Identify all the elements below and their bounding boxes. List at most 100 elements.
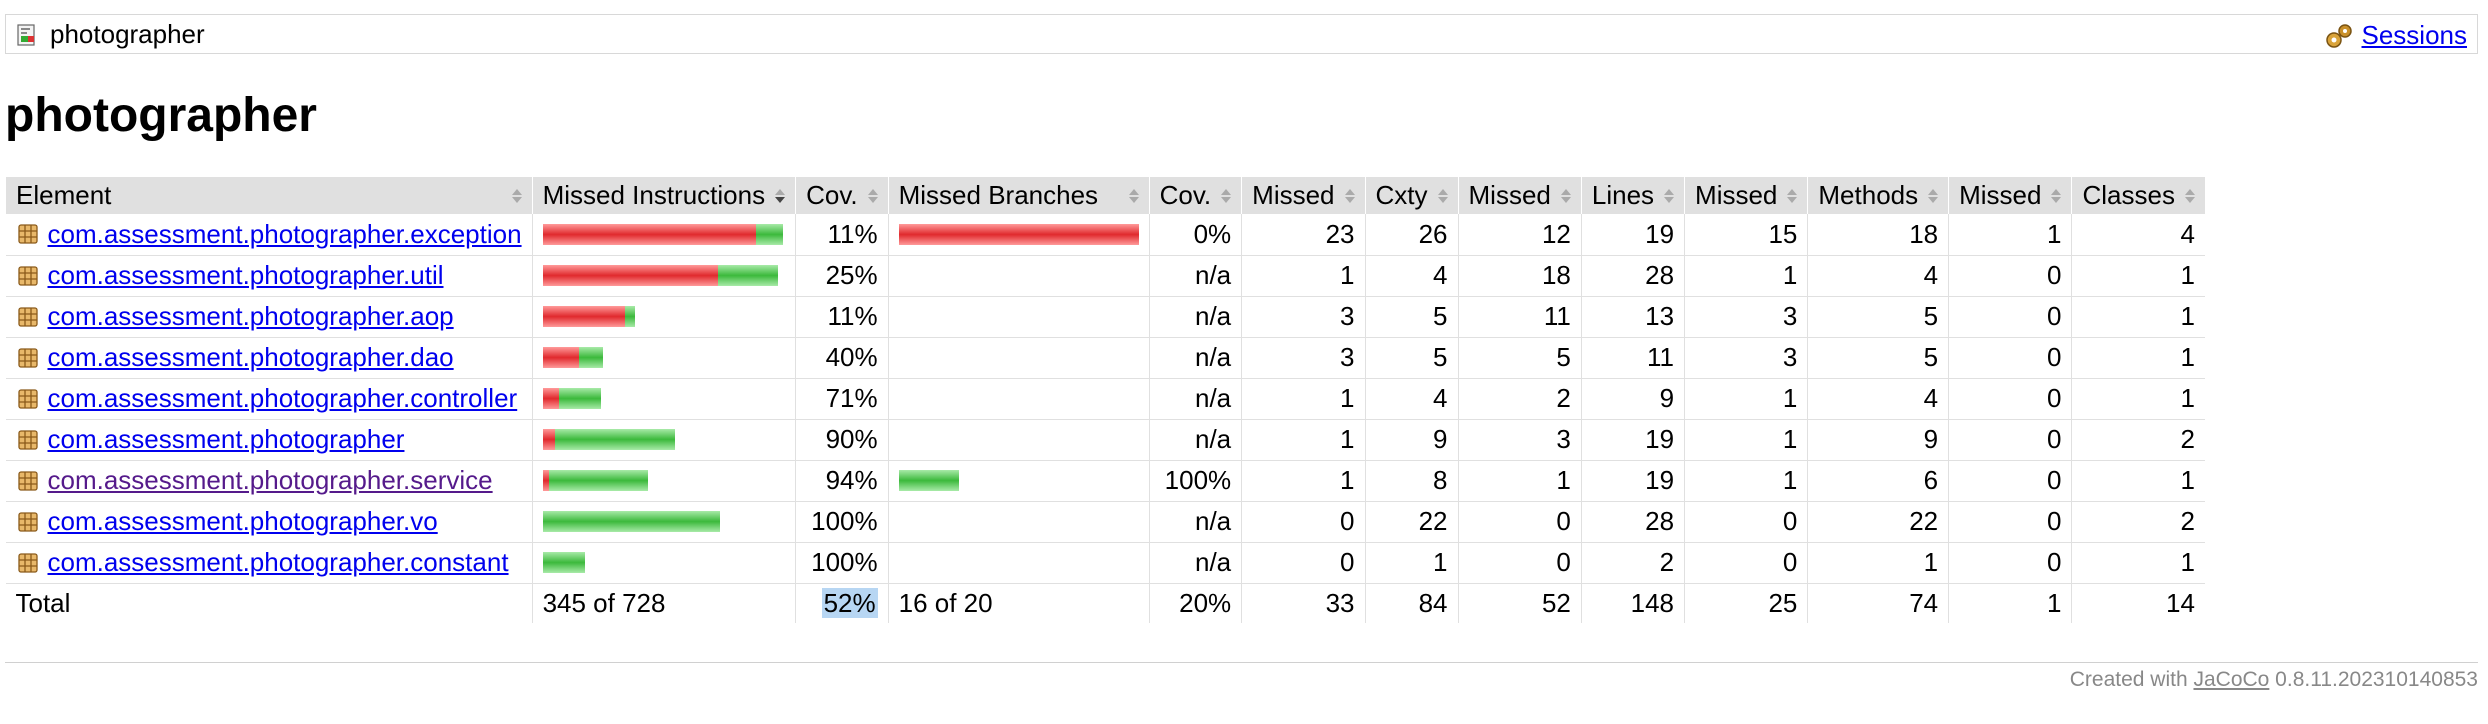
header-cxty-missed[interactable]: Missed (1241, 177, 1366, 214)
sort-arrows-icon[interactable] (1785, 187, 1799, 205)
element-cell[interactable]: com.assessment.photographer.service (5, 460, 533, 502)
cxty-missed-cell: 3 (1241, 337, 1366, 379)
sort-arrows-icon[interactable] (510, 187, 524, 205)
header-lines[interactable]: Lines (1580, 177, 1685, 214)
table-row: com.assessment.photographer.util 25% n/a 1 4… (5, 255, 2205, 297)
sort-arrows-icon[interactable] (2049, 187, 2063, 205)
element-cell[interactable]: com.assessment.photographer.aop (5, 296, 533, 338)
classes-missed-cell: 0 (1948, 337, 2072, 379)
package-link[interactable]: com.assessment.photographer.aop (47, 301, 454, 331)
cxty-cell: 4 (1364, 255, 1459, 297)
sort-arrows-icon[interactable] (2183, 187, 2197, 205)
sort-arrows-icon[interactable] (1926, 187, 1940, 205)
header-missed-branches[interactable]: Missed Branches (887, 177, 1150, 214)
package-icon (17, 511, 38, 532)
table-row: com.assessment.photographer.aop 11% n/a 3 5 1… (5, 296, 2205, 338)
lines-missed-cell: 0 (1457, 542, 1582, 584)
header-branch-cov[interactable]: Cov. (1148, 177, 1242, 214)
element-cell[interactable]: com.assessment.photographer.constant (5, 542, 533, 584)
instructions-bar (542, 552, 786, 573)
header-methods-missed[interactable]: Missed (1684, 177, 1808, 214)
element-cell[interactable]: com.assessment.photographer.vo (5, 501, 533, 543)
package-icon (17, 306, 38, 327)
branch-cov-cell: n/a (1148, 501, 1242, 543)
sort-arrows-icon[interactable] (1662, 187, 1676, 205)
methods-missed-cell: 1 (1684, 419, 1808, 461)
methods-cell: 18 (1807, 214, 1949, 256)
branch-cov-cell: n/a (1148, 255, 1242, 297)
cxty-cell: 5 (1364, 337, 1459, 379)
package-link[interactable]: com.assessment.photographer (47, 424, 405, 454)
total-methods: 74 (1807, 582, 1949, 623)
classes-missed-cell: 1 (1948, 214, 2072, 256)
package-link[interactable]: com.assessment.photographer.constant (47, 547, 509, 577)
package-link[interactable]: com.assessment.photographer.exception (47, 218, 522, 249)
element-cell[interactable]: com.assessment.photographer.exception (5, 214, 533, 256)
branch-cov-cell: n/a (1148, 337, 1242, 379)
total-cxty: 84 (1364, 582, 1459, 623)
branch-cov-cell: 0% (1148, 214, 1242, 256)
methods-missed-cell: 1 (1684, 378, 1808, 420)
header-missed-instructions[interactable]: Missed Instructions (531, 177, 796, 214)
sessions-icon[interactable] (2324, 22, 2354, 50)
package-link[interactable]: com.assessment.photographer.vo (47, 506, 438, 536)
missed-instructions-bar (542, 223, 756, 245)
sort-arrows-icon[interactable] (1559, 187, 1573, 205)
branches-bar-cell (887, 378, 1150, 420)
breadcrumb: photographer Sessions (5, 14, 2478, 54)
table-row: com.assessment.photographer.controller 71… (5, 378, 2205, 420)
package-link[interactable]: com.assessment.photographer.util (47, 260, 444, 290)
table-header-row: Element Missed Instructions Cov. Missed Bra… (5, 177, 2205, 214)
sort-arrows-icon[interactable] (1436, 187, 1450, 205)
sort-arrows-icon[interactable] (773, 187, 787, 205)
branches-bar (899, 552, 1139, 573)
package-icon (17, 388, 38, 409)
package-link[interactable]: com.assessment.photographer.dao (47, 342, 454, 372)
classes-cell: 4 (2071, 214, 2205, 256)
branches-bar-cell (887, 337, 1150, 379)
header-label: Missed (1468, 180, 1551, 210)
package-link[interactable]: com.assessment.photographer.controller (47, 383, 518, 413)
methods-cell: 5 (1807, 296, 1949, 338)
element-cell[interactable]: com.assessment.photographer.dao (5, 337, 533, 379)
methods-missed-cell: 1 (1684, 255, 1808, 297)
sort-arrows-icon[interactable] (1343, 187, 1357, 205)
instructions-bar (542, 223, 786, 245)
sessions-link-group[interactable]: Sessions (2324, 20, 2468, 51)
element-cell[interactable]: com.assessment.photographer (5, 419, 533, 461)
package-icon (17, 224, 38, 244)
header-label: Missed (1959, 180, 2042, 210)
element-cell[interactable]: com.assessment.photographer.util (5, 255, 533, 297)
sort-arrows-icon[interactable] (1219, 187, 1233, 205)
element-cell[interactable]: com.assessment.photographer.controller (5, 378, 533, 420)
lines-cell: 19 (1580, 214, 1685, 256)
cxty-missed-cell: 1 (1241, 255, 1366, 297)
classes-cell: 1 (2071, 378, 2205, 420)
sort-arrows-icon[interactable] (866, 187, 880, 205)
instructions-bar (542, 265, 786, 286)
package-link[interactable]: com.assessment.photographer.service (47, 465, 493, 495)
covered-instructions-bar (624, 306, 635, 327)
total-label: Total (5, 582, 533, 623)
cxty-cell: 4 (1364, 378, 1459, 420)
jacoco-link[interactable]: JaCoCo (2193, 668, 2270, 691)
package-icon (17, 265, 38, 286)
header-lines-missed[interactable]: Missed (1457, 177, 1582, 214)
total-methods-missed: 25 (1684, 582, 1808, 623)
header-classes[interactable]: Classes (2071, 177, 2205, 214)
header-element[interactable]: Element (5, 177, 533, 214)
total-instr-cov: 52% (795, 582, 889, 623)
sessions-link[interactable]: Sessions (2361, 20, 2468, 50)
sort-arrows-icon[interactable] (1127, 187, 1141, 205)
header-classes-missed[interactable]: Missed (1948, 177, 2072, 214)
header-instr-cov[interactable]: Cov. (795, 177, 889, 214)
table-row: com.assessment.photographer.constant 100%… (5, 542, 2205, 584)
branch-cov-cell: n/a (1148, 378, 1242, 420)
header-label: Element (16, 180, 112, 210)
package-icon (17, 429, 38, 450)
instructions-bar (542, 347, 786, 368)
branches-bar-cell (887, 296, 1150, 338)
header-methods[interactable]: Methods (1807, 177, 1949, 214)
header-cxty[interactable]: Cxty (1364, 177, 1459, 214)
lines-cell: 9 (1580, 378, 1685, 420)
